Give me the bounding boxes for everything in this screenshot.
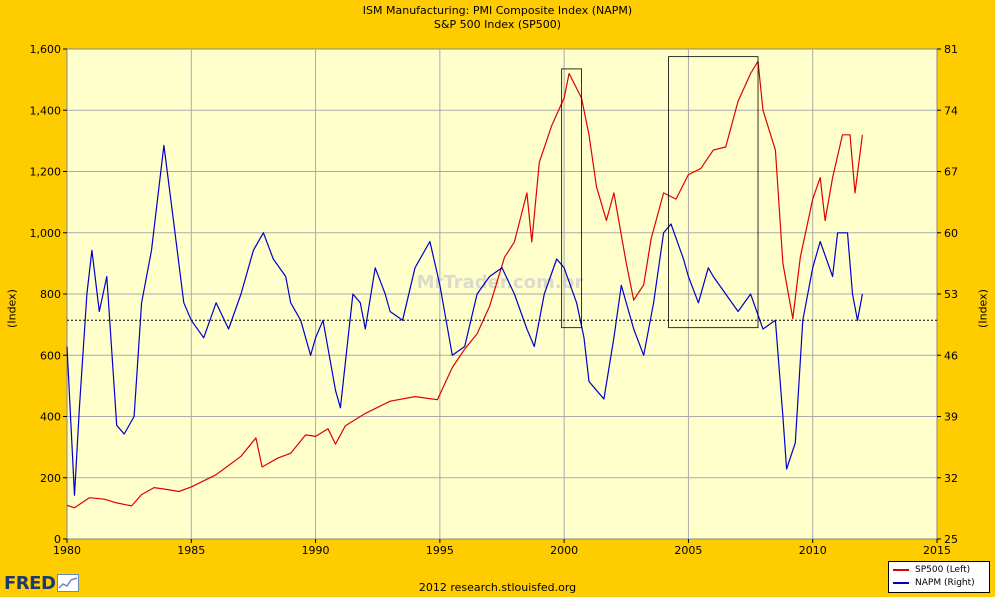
fred-logo[interactable]: FRED [4, 572, 80, 594]
y-axis-right-label: (Index) [976, 289, 990, 328]
legend-item-sp500: SP500 (Left) [893, 564, 970, 576]
annotation-box-1 [561, 68, 582, 329]
annotation-boxes [561, 56, 759, 329]
series-line-sp500 [66, 60, 863, 509]
y-right-tick-label: 39 [944, 411, 958, 424]
y-left-tick-label: 0 [54, 533, 61, 546]
x-tick-label: 1980 [53, 544, 81, 557]
watermark: MrTrader.com.br [417, 272, 584, 293]
y-left-tick-label: 200 [40, 472, 61, 485]
legend-label-sp500: SP500 (Left) [915, 565, 971, 575]
y-right-tick-label: 53 [944, 288, 958, 301]
y-axis-left-label: (Index) [5, 289, 19, 328]
chart-icon [57, 574, 80, 592]
y-left-tick-label: 400 [40, 411, 61, 424]
x-tick-label: 2005 [674, 544, 702, 557]
y-left-tick-label: 1,000 [30, 227, 62, 240]
y-left-tick-label: 1,400 [30, 104, 62, 117]
x-tick-label: 2010 [799, 544, 827, 557]
y-right-tick-label: 60 [944, 227, 958, 240]
x-tick-label: 2000 [550, 544, 578, 557]
legend-swatch-napm [893, 582, 909, 584]
legend-swatch-sp500 [893, 569, 909, 571]
series-line-napm [66, 144, 863, 496]
y-left-tick-label: 1,200 [30, 166, 62, 179]
annotation-box-2 [668, 56, 759, 329]
x-tick-label: 1985 [177, 544, 205, 557]
axes: 0 200 400 600 800 1,000 1,200 1,400 1,600 25 32 39 4… [30, 43, 959, 557]
y-right-tick-label: 32 [944, 472, 958, 485]
y-left-tick-label: 600 [40, 349, 61, 362]
legend: SP500 (Left) NAPM (Right) [888, 561, 990, 593]
series-group [66, 60, 863, 509]
y-left-tick-label: 800 [40, 288, 61, 301]
chart-subtitle: S&P 500 Index (SP500) [433, 18, 562, 31]
y-right-tick-label: 74 [944, 104, 958, 117]
x-tick-label: 2015 [923, 544, 951, 557]
y-right-tick-label: 46 [944, 349, 958, 362]
chart-title: ISM Manufacturing: PMI Composite Index (… [362, 4, 633, 17]
fred-logo-text: FRED [4, 572, 56, 594]
legend-item-napm: NAPM (Right) [893, 577, 975, 589]
y-left-tick-label: 1,600 [30, 43, 62, 56]
x-tick-label: 1990 [302, 544, 330, 557]
y-right-tick-label: 25 [944, 533, 958, 546]
source-footer[interactable]: 2012 research.stlouisfed.org [418, 581, 577, 594]
grid-lines [67, 49, 937, 539]
x-tick-label: 1995 [426, 544, 454, 557]
y-right-tick-label: 81 [944, 43, 958, 56]
y-right-tick-label: 67 [944, 166, 958, 179]
legend-label-napm: NAPM (Right) [915, 578, 975, 588]
